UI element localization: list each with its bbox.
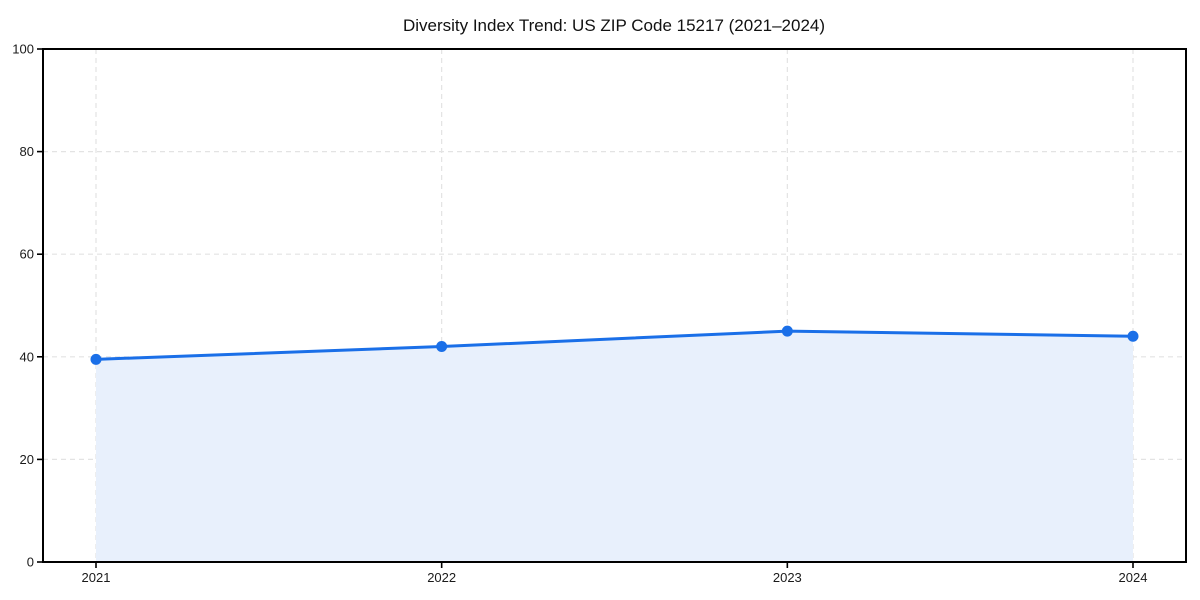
data-point-marker-2021 bbox=[90, 353, 102, 365]
data-point-marker-2023 bbox=[781, 325, 793, 337]
y-tick-label: 100 bbox=[12, 42, 34, 57]
y-tick-label: 60 bbox=[20, 247, 34, 262]
chart-title: Diversity Index Trend: US ZIP Code 15217… bbox=[403, 16, 825, 35]
plot-border bbox=[42, 48, 1187, 563]
x-tick-label: 2021 bbox=[82, 570, 111, 585]
y-tick-label: 80 bbox=[20, 144, 34, 159]
x-tick-label: 2022 bbox=[427, 570, 456, 585]
data-point-marker-2024 bbox=[1127, 330, 1139, 342]
x-tick-label: 2024 bbox=[1119, 570, 1148, 585]
x-tick-label: 2023 bbox=[773, 570, 802, 585]
chart-area-fill bbox=[96, 331, 1133, 562]
y-tick-label: 40 bbox=[20, 349, 34, 364]
trend-line bbox=[94, 329, 1135, 361]
y-tick-label: 0 bbox=[27, 555, 34, 570]
y-tick-label: 20 bbox=[20, 452, 34, 467]
data-point-marker-2022 bbox=[436, 341, 448, 353]
